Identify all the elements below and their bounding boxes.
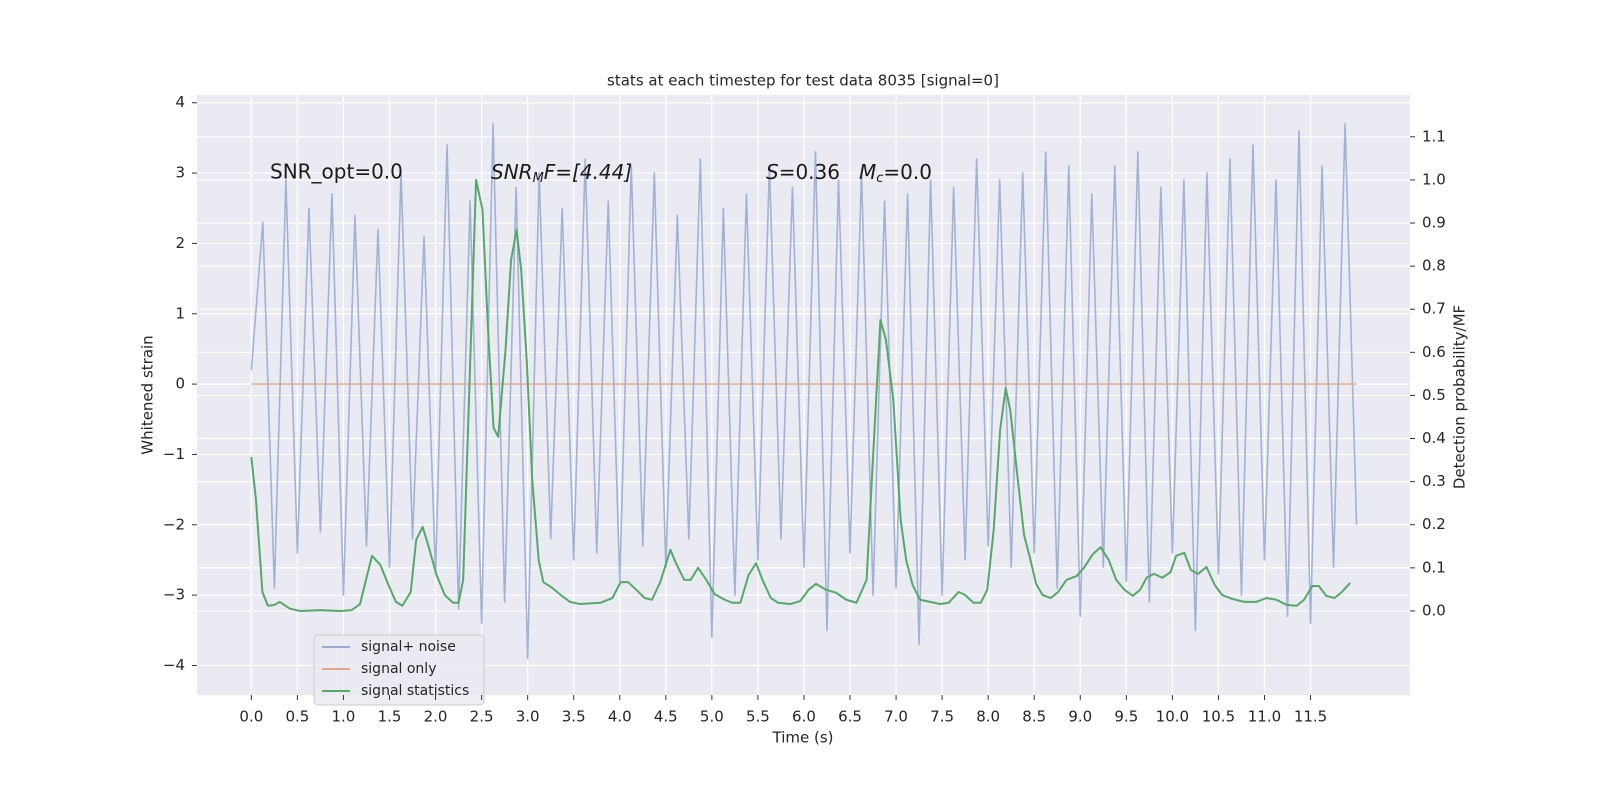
x-tick-label: 10.0 <box>1156 708 1189 726</box>
y2-tick-label: 1.0 <box>1422 170 1446 188</box>
x-tick-label: 2.5 <box>470 708 494 726</box>
y2-tick-label: 0.0 <box>1422 601 1446 619</box>
x-tick-label: 4.5 <box>654 708 678 726</box>
x-tick-label: 3.0 <box>516 708 540 726</box>
chart-title: stats at each timestep for test data 803… <box>607 72 999 90</box>
x-tick-label: 8.0 <box>976 708 1000 726</box>
annotation-part: F=[4.44] <box>544 160 632 184</box>
x-tick-label: 6.5 <box>838 708 862 726</box>
x-tick-label: 2.0 <box>424 708 448 726</box>
y-tick-label: −2 <box>163 515 185 533</box>
y-tick-label: 2 <box>175 234 185 252</box>
x-tick-label: 10.5 <box>1202 708 1235 726</box>
annotation-part: M <box>533 171 544 186</box>
annotation-part: =0.0 <box>883 160 932 184</box>
y-tick-label: 0 <box>175 375 185 393</box>
annotation: Mc=0.0 <box>859 160 932 186</box>
y-tick-label: 4 <box>175 93 185 111</box>
annotation-part: SNR <box>491 160 533 184</box>
y-tick-label: −1 <box>163 445 185 463</box>
x-tick-label: 11.5 <box>1294 708 1327 726</box>
legend-label: signal statistics <box>361 683 469 699</box>
y2-tick-label: 0.5 <box>1422 386 1446 404</box>
legend-label: signal only <box>361 661 436 677</box>
x-tick-label: 5.5 <box>746 708 770 726</box>
y2-tick-label: 0.3 <box>1422 472 1446 490</box>
x-tick-label: 9.0 <box>1068 708 1092 726</box>
x-tick-label: 8.5 <box>1022 708 1046 726</box>
annotation-part: =0.36 <box>779 160 840 184</box>
y2-tick-label: 0.6 <box>1422 343 1446 361</box>
x-tick-label: 0.5 <box>285 708 309 726</box>
y2-tick-label: 0.9 <box>1422 214 1446 232</box>
y2-tick-label: 0.8 <box>1422 257 1446 275</box>
y2-axis-label: Detection probability/MF <box>1451 305 1469 489</box>
legend-label: signal+ noise <box>361 639 456 655</box>
y-axis-label: Whitened strain <box>139 335 157 454</box>
annotation-part: c <box>876 171 883 186</box>
legend: signal+ noise signal only signal statistic… <box>313 634 485 706</box>
y2-tick-label: 0.1 <box>1422 558 1446 576</box>
y2-tick-label: 1.1 <box>1422 127 1446 145</box>
annotation-part: S <box>766 160 779 184</box>
x-tick-label: 4.0 <box>608 708 632 726</box>
series-line <box>250 178 1351 612</box>
y2-tick-label: 0.4 <box>1422 429 1446 447</box>
annotation-part: M <box>859 160 876 184</box>
x-tick-label: 7.5 <box>930 708 954 726</box>
x-tick-label: 11.0 <box>1248 708 1281 726</box>
y-tick-label: −3 <box>163 586 185 604</box>
x-tick-label: 3.5 <box>562 708 586 726</box>
marks <box>250 123 1358 660</box>
annotation: SNRMF=[4.44] <box>491 160 632 186</box>
x-tick-label: 1.0 <box>332 708 356 726</box>
x-tick-label: 5.0 <box>700 708 724 726</box>
annotation: SNR_opt=0.0 <box>270 160 403 184</box>
y2-tick-label: 0.2 <box>1422 515 1446 533</box>
y-tick-label: −4 <box>163 656 185 674</box>
x-tick-label: 9.5 <box>1114 708 1138 726</box>
annotation: S=0.36 <box>766 160 840 184</box>
x-tick-label: 1.5 <box>378 708 402 726</box>
legend-box <box>313 634 485 706</box>
y2-tick-label: 0.7 <box>1422 300 1446 318</box>
x-tick-label: 7.0 <box>884 708 908 726</box>
x-tick-label: 0.0 <box>239 708 263 726</box>
y-tick-label: 3 <box>175 164 185 182</box>
x-axis-label: Time (s) <box>772 729 834 747</box>
x-tick-label: 6.0 <box>792 708 816 726</box>
y-tick-label: 1 <box>175 304 185 322</box>
